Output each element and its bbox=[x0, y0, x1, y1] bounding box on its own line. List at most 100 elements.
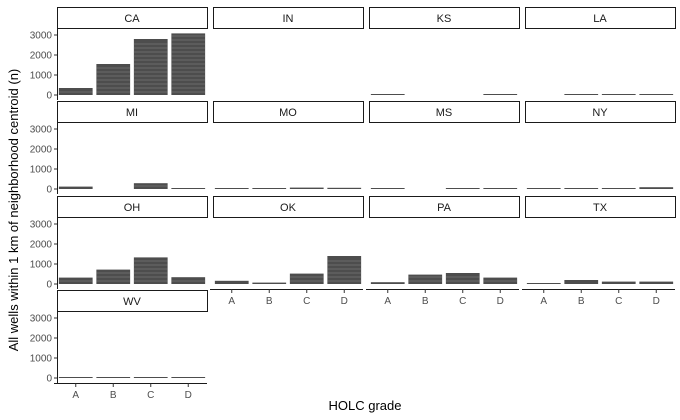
bar-tx-c bbox=[601, 281, 636, 284]
facet-strip-label: WV bbox=[123, 296, 141, 308]
facet-mi: MI 0 1000 2000 3000 bbox=[30, 101, 208, 196]
bar-ca-a bbox=[58, 88, 93, 95]
x-tick-label: D bbox=[185, 390, 192, 401]
facet-strip-label: LA bbox=[593, 13, 607, 25]
facet-strip-label: PA bbox=[437, 202, 452, 214]
bar-ny-a bbox=[526, 188, 561, 189]
facet-strip bbox=[525, 101, 676, 123]
y-tick-label: 1000 bbox=[30, 260, 53, 271]
bar-wv-b bbox=[96, 377, 131, 378]
x-tick-label: A bbox=[228, 296, 235, 307]
x-tick-label: D bbox=[497, 296, 504, 307]
facet-ny: NY bbox=[525, 101, 676, 189]
facet-strip bbox=[57, 290, 208, 312]
bar-mi-d bbox=[171, 188, 206, 189]
facet-ca: CA 0 1000 2000 3000 bbox=[30, 7, 208, 102]
y-tick-label: 0 bbox=[46, 374, 52, 385]
x-tick-label: C bbox=[303, 296, 310, 307]
bar-ok-c bbox=[289, 273, 324, 284]
x-tick-label: B bbox=[578, 296, 585, 307]
facet-strip-label: CA bbox=[124, 13, 140, 25]
bar-ks-a bbox=[370, 94, 405, 95]
y-tick-label: 1000 bbox=[30, 165, 53, 176]
bar-la-d bbox=[639, 94, 674, 95]
x-tick-label: A bbox=[540, 296, 547, 307]
x-tick-label: C bbox=[459, 296, 466, 307]
facet-strip bbox=[57, 196, 208, 218]
x-tick-label: B bbox=[266, 296, 273, 307]
y-tick-label: 1000 bbox=[30, 354, 53, 365]
facet-strip-label: KS bbox=[437, 13, 452, 25]
facet-ms: MS bbox=[369, 101, 520, 189]
bar-ny-b bbox=[564, 188, 599, 189]
x-tick-label: A bbox=[72, 390, 79, 401]
facet-strip-label: NY bbox=[592, 107, 608, 119]
bar-tx-a bbox=[526, 283, 561, 284]
facet-strip bbox=[213, 196, 364, 218]
facet-strip bbox=[525, 7, 676, 29]
bar-mo-d bbox=[327, 187, 362, 189]
facet-strip-label: OH bbox=[124, 202, 141, 214]
bar-oh-c bbox=[133, 257, 168, 284]
bar-mi-a bbox=[58, 186, 93, 189]
facet-strip bbox=[369, 7, 520, 29]
facet-strip bbox=[525, 196, 676, 218]
facet-strip bbox=[213, 7, 364, 29]
y-tick-label: 0 bbox=[46, 185, 52, 196]
bar-ms-d bbox=[483, 188, 518, 189]
facet-strip bbox=[57, 101, 208, 123]
x-tick-label: B bbox=[110, 390, 117, 401]
bar-ks-d bbox=[483, 94, 518, 95]
facet-pa: PA A B C D bbox=[366, 196, 520, 307]
bar-la-c bbox=[601, 94, 636, 95]
x-tick-label: C bbox=[615, 296, 622, 307]
bar-la-b bbox=[564, 94, 599, 95]
facet-strip bbox=[213, 101, 364, 123]
bar-ms-c bbox=[445, 188, 480, 189]
facet-ok: OK A B C D bbox=[210, 196, 364, 307]
y-tick-label: 2000 bbox=[30, 145, 53, 156]
x-tick-label: C bbox=[147, 390, 154, 401]
bar-wv-c bbox=[133, 377, 168, 378]
facet-mo: MO bbox=[213, 101, 364, 189]
bar-ca-b bbox=[96, 64, 131, 95]
bar-mo-b bbox=[252, 188, 287, 189]
facet-wv: WV 0 1000 2000 3000 A B C D bbox=[30, 290, 208, 401]
facet-tx: TX A B C D bbox=[522, 196, 676, 307]
x-tick-label: D bbox=[341, 296, 348, 307]
bar-pa-b bbox=[408, 274, 443, 284]
bar-tx-b bbox=[564, 280, 599, 284]
y-tick-label: 2000 bbox=[30, 51, 53, 62]
bar-wv-a bbox=[58, 377, 93, 378]
bar-wv-d bbox=[171, 377, 206, 378]
y-tick-label: 3000 bbox=[30, 220, 53, 231]
y-axis-title: All wells within 1 km of neighborhood ce… bbox=[6, 69, 21, 352]
x-tick-label: D bbox=[653, 296, 660, 307]
y-tick-label: 0 bbox=[46, 91, 52, 102]
x-tick-label: B bbox=[422, 296, 429, 307]
facet-strip-label: MI bbox=[126, 107, 138, 119]
bar-ok-b bbox=[252, 282, 287, 284]
facet-in: IN bbox=[213, 7, 364, 29]
bar-ok-d bbox=[327, 256, 362, 284]
y-tick-label: 2000 bbox=[30, 334, 53, 345]
x-tick-label: A bbox=[384, 296, 391, 307]
bar-oh-d bbox=[171, 277, 206, 284]
facet-strip-label: MS bbox=[436, 107, 453, 119]
y-tick-label: 1000 bbox=[30, 71, 53, 82]
x-axis-title: HOLC grade bbox=[329, 398, 402, 413]
bar-pa-c bbox=[445, 273, 480, 284]
bar-mo-c bbox=[289, 187, 324, 189]
bar-tx-d bbox=[639, 281, 674, 284]
y-tick-label: 3000 bbox=[30, 314, 53, 325]
y-tick-label: 3000 bbox=[30, 31, 53, 42]
facet-oh: OH 0 1000 2000 3000 bbox=[30, 196, 208, 291]
y-tick-label: 3000 bbox=[30, 125, 53, 136]
facet-strip-label: OK bbox=[280, 202, 297, 214]
bar-mo-a bbox=[214, 188, 249, 189]
facet-strip bbox=[369, 196, 520, 218]
y-tick-label: 2000 bbox=[30, 240, 53, 251]
y-tick-label: 0 bbox=[46, 280, 52, 291]
facet-strip bbox=[369, 101, 520, 123]
